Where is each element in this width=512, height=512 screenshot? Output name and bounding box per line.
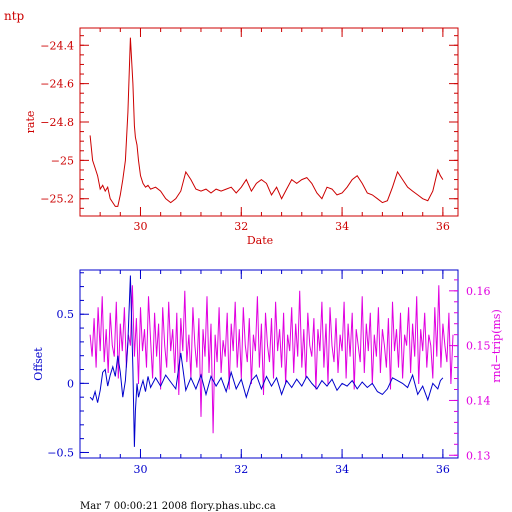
rndtrip-y-tick-label: 0.14 <box>466 394 491 407</box>
rate-y-tick-label: −24.8 <box>40 116 74 129</box>
rndtrip-y-tick-label: 0.15 <box>466 340 491 353</box>
offset-axes-ticks <box>79 270 458 458</box>
offset-x-tick-label: 36 <box>436 463 450 476</box>
rate-x-tick-label: 30 <box>133 220 147 233</box>
rndtrip-y-axis-label: rnd−trip(ms) <box>490 309 503 383</box>
offset-x-tick-label: 32 <box>234 463 248 476</box>
rate-panel: 30 32 34 36 −24.4 −24.6 −24.8 −25 −25.2 Date rat… <box>24 27 459 247</box>
offset-x-tick-label: 30 <box>133 463 147 476</box>
rate-y-tick-label: −24.4 <box>40 39 74 52</box>
rndtrip-y-tick-label: 0.16 <box>466 285 491 298</box>
offset-y-axis-label: Offset <box>32 347 45 381</box>
rate-plot-frame <box>79 27 459 217</box>
rate-x-axis-label: Date <box>247 234 273 247</box>
rate-series-line <box>89 37 444 207</box>
rndtrip-series-line <box>89 285 454 434</box>
offset-y-tick-label: −0.5 <box>47 446 74 459</box>
rate-y-tick-label: −25 <box>51 154 74 167</box>
rate-tick-labels: 30 32 34 36 −24.4 −24.6 −24.8 −25 −25.2 <box>40 39 450 233</box>
offset-x-tick-label: 34 <box>335 463 349 476</box>
offset-y-tick-label: 0 <box>67 377 74 390</box>
footer-timestamp: Mar 7 00:00:21 2008 flory.phas.ubc.ca <box>80 501 276 512</box>
offset-tick-labels: 30 32 34 36 0.5 0 −0.5 0.16 0.15 0.14 0.13 <box>47 285 490 476</box>
rndtrip-y-tick-label: 0.13 <box>466 449 491 462</box>
rate-axes-ticks <box>79 28 458 216</box>
rate-y-tick-label: −24.6 <box>40 78 74 91</box>
offset-plot-frame <box>79 269 459 459</box>
rate-y-tick-label: −25.2 <box>40 193 74 206</box>
rate-x-tick-label: 34 <box>335 220 349 233</box>
rate-x-tick-label: 32 <box>234 220 248 233</box>
rate-y-axis-label: rate <box>24 111 37 134</box>
offset-panel: 30 32 34 360.50−0.50.160.150.140.13 Offset … <box>32 269 503 476</box>
offset-y-tick-label: 0.5 <box>57 308 75 321</box>
offset-series-line <box>89 275 444 447</box>
header-label: ntp <box>4 9 25 23</box>
rate-x-tick-label: 36 <box>436 220 450 233</box>
